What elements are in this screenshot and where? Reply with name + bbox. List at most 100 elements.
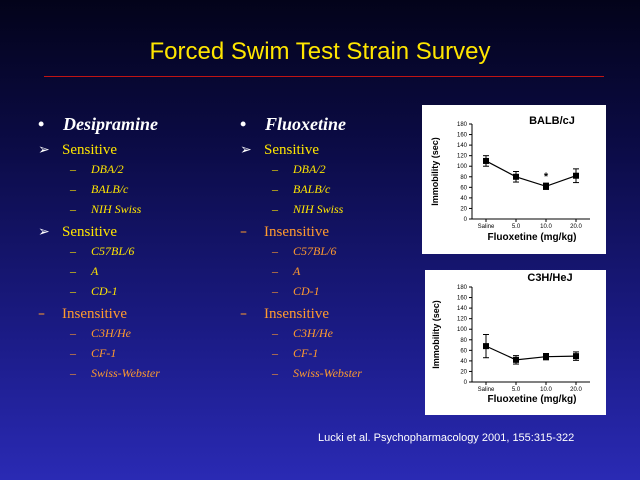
strain-name: NIH Swiss [293, 202, 344, 216]
strain-item: – C3H/He [240, 326, 440, 346]
strain-name: A [91, 264, 99, 278]
strain-item: – Swiss-Webster [240, 366, 440, 386]
dash-icon: – [272, 366, 278, 380]
x-tick-label: 5.0 [512, 224, 521, 230]
x-tick-label: Saline [478, 224, 495, 230]
dash-icon: – [240, 224, 247, 240]
citation: Lucki et al. Psychopharmacology 2001, 15… [318, 432, 575, 444]
dash-icon: – [272, 264, 278, 278]
bullet-icon: • [38, 114, 45, 134]
dash-icon: – [70, 244, 76, 258]
dash-icon: – [70, 326, 76, 340]
drug-name: Fluoxetine [265, 114, 347, 134]
drug-name: Desipramine [63, 114, 159, 134]
data-point [483, 157, 489, 164]
y-axis-label: Immobility (sec) [431, 300, 441, 369]
strain-name: CD-1 [293, 284, 320, 298]
data-point [543, 353, 549, 360]
strain-item: – C57BL/6 [38, 244, 238, 264]
y-tick-label: 140 [457, 143, 468, 149]
strain-name: A [293, 264, 301, 278]
y-tick-label: 160 [457, 296, 468, 302]
strain-item: – A [240, 264, 440, 284]
group-header: – Insensitive [38, 306, 238, 326]
data-point [513, 356, 519, 363]
strain-item: – DBA/2 [38, 162, 238, 182]
strain-item: – A [38, 264, 238, 284]
drug-heading-desipramine: • Desipramine [38, 114, 238, 140]
strain-item: – BALB/c [240, 182, 440, 202]
group-label: Insensitive [264, 224, 329, 240]
dash-icon: – [70, 366, 76, 380]
dash-icon: – [272, 202, 278, 216]
x-axis-label: Fluoxetine (mg/kg) [488, 394, 577, 405]
strain-name: Swiss-Webster [293, 366, 362, 380]
y-tick-label: 20 [460, 206, 467, 212]
dash-icon: – [70, 284, 76, 298]
dash-icon: – [38, 306, 45, 322]
strain-name: C57BL/6 [91, 244, 135, 258]
dash-icon: – [70, 346, 76, 360]
group-label: Sensitive [62, 224, 117, 240]
group-label: Insensitive [264, 306, 329, 322]
strain-name: C3H/He [293, 326, 333, 340]
group-header: – Insensitive [240, 224, 440, 244]
series-line [485, 345, 577, 361]
data-point [483, 343, 489, 350]
dash-icon: – [272, 244, 278, 258]
group-label: Sensitive [264, 142, 319, 158]
y-tick-label: 160 [457, 133, 468, 139]
arrowhead-icon: ➢ [38, 142, 50, 158]
y-tick-label: 0 [464, 380, 468, 386]
strain-item: – C57BL/6 [240, 244, 440, 264]
strain-item: – CF-1 [38, 346, 238, 366]
strain-name: CD-1 [91, 284, 118, 298]
dash-icon: – [272, 326, 278, 340]
y-tick-label: 140 [457, 306, 468, 312]
x-tick-label: 10.0 [540, 387, 552, 393]
y-tick-label: 120 [457, 317, 468, 323]
dash-icon: – [70, 202, 76, 216]
strain-name: CF-1 [293, 346, 319, 360]
strain-name: DBA/2 [91, 162, 124, 176]
dash-icon: – [70, 162, 76, 176]
y-tick-label: 80 [460, 338, 467, 344]
x-tick-label: 5.0 [512, 387, 521, 393]
c3hhej-chart: C3H/HeJ 0 20 40 60 80 100 120 140 160 180 Saline 5.0… [431, 272, 590, 405]
dash-icon: – [70, 264, 76, 278]
group-label: Insensitive [62, 306, 127, 322]
drug-heading-fluoxetine: • Fluoxetine [240, 114, 440, 140]
group-header: – Insensitive [240, 306, 440, 326]
chart-title: BALB/cJ [529, 115, 575, 127]
y-tick-label: 100 [457, 164, 468, 170]
balbcj-chart: BALB/cJ 0 20 40 60 80 100 120 140 160 180 Saline 5.0… [430, 115, 590, 243]
x-tick-label: 20.0 [570, 224, 582, 230]
group-header: ➢ Sensitive [38, 142, 238, 162]
chart-title: C3H/HeJ [527, 272, 572, 284]
dash-icon: – [272, 162, 278, 176]
group-header: ➢ Sensitive [38, 224, 238, 244]
strain-item: – NIH Swiss [38, 202, 238, 222]
strain-name: C3H/He [91, 326, 131, 340]
data-point [513, 173, 519, 180]
strain-item: – BALB/c [38, 182, 238, 202]
x-tick-label: 10.0 [540, 224, 552, 230]
x-tick-label: 20.0 [570, 387, 582, 393]
strain-name: NIH Swiss [91, 202, 142, 216]
strain-name: DBA/2 [293, 162, 326, 176]
y-tick-label: 20 [460, 369, 467, 375]
bullet-icon: • [240, 114, 247, 134]
y-tick-label: 40 [460, 359, 467, 365]
y-tick-label: 60 [460, 348, 467, 354]
c3hhej-chart-panel: C3H/HeJ 0 20 40 60 80 100 120 140 160 180 Saline 5.0… [425, 270, 606, 415]
data-point [573, 172, 579, 179]
x-tick-label: Saline [478, 387, 495, 393]
y-tick-label: 80 [460, 175, 467, 181]
strain-name: C57BL/6 [293, 244, 337, 258]
strain-item: – CD-1 [38, 284, 238, 304]
x-axis-label: Fluoxetine (mg/kg) [488, 232, 577, 243]
significance-marker: * [544, 171, 549, 183]
title-divider [44, 76, 604, 77]
balbcj-chart-panel: BALB/cJ 0 20 40 60 80 100 120 140 160 180 Saline 5.0… [422, 105, 606, 254]
y-axis-label: Immobility (sec) [430, 137, 440, 206]
